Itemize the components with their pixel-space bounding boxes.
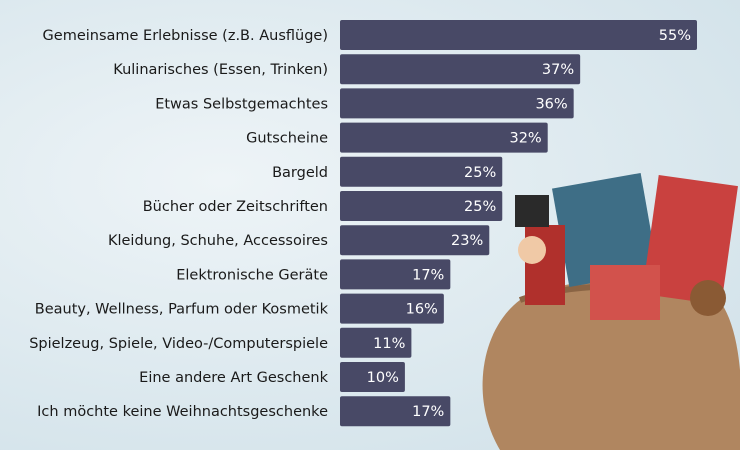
bar	[340, 327, 412, 358]
value-label: 17%	[412, 404, 444, 420]
value-label: 37%	[542, 62, 574, 78]
bar	[340, 259, 451, 290]
bar	[340, 156, 503, 187]
value-label: 10%	[367, 370, 399, 386]
value-label: 36%	[535, 96, 567, 112]
value-label: 32%	[509, 131, 541, 147]
value-label: 25%	[464, 199, 496, 215]
category-label: Gutscheine	[246, 131, 328, 147]
category-label: Ich möchte keine Weihnachtsgeschenke	[37, 404, 328, 420]
bar	[340, 20, 697, 50]
value-label: 55%	[659, 28, 691, 44]
category-label: Etwas Selbstgemachtes	[155, 96, 328, 112]
bar	[340, 54, 581, 85]
bar	[340, 362, 405, 392]
decoration-gift-sack	[482, 172, 740, 450]
category-label: Eine andere Art Geschenk	[139, 370, 328, 386]
category-label: Bargeld	[272, 165, 328, 181]
value-label: 23%	[451, 233, 483, 249]
category-label: Kulinarisches (Essen, Trinken)	[113, 62, 328, 78]
bar	[340, 88, 574, 119]
bar	[340, 293, 444, 324]
value-label: 16%	[406, 302, 438, 318]
category-label: Gemeinsame Erlebnisse (z.B. Ausflüge)	[43, 28, 328, 44]
category-label: Elektronische Geräte	[176, 267, 328, 283]
category-label: Beauty, Wellness, Parfum oder Kosmetik	[35, 302, 329, 318]
bar	[340, 225, 490, 256]
category-label: Spielzeug, Spiele, Video-/Computerspiele	[29, 336, 328, 352]
bar	[340, 191, 503, 221]
category-label: Bücher oder Zeitschriften	[143, 199, 328, 215]
value-label: 25%	[464, 165, 496, 181]
value-label: 11%	[373, 336, 405, 352]
bar	[340, 396, 451, 427]
bar	[340, 122, 548, 153]
value-label: 17%	[412, 267, 444, 283]
category-label: Kleidung, Schuhe, Accessoires	[108, 233, 328, 249]
